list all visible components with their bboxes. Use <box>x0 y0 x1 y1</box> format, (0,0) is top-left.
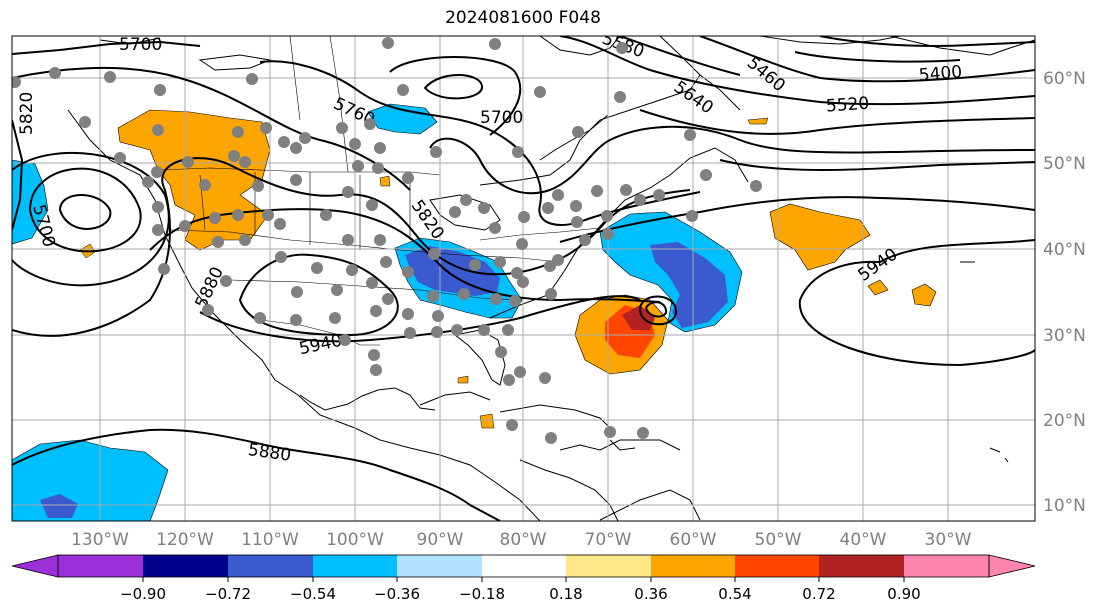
colorbar-segment <box>819 555 904 577</box>
anomaly-shading <box>12 103 937 521</box>
colorbar-high-extension <box>988 554 1036 578</box>
colorbar-segment <box>482 555 566 577</box>
longitude-label: 100°W <box>326 530 384 550</box>
longitude-label: 120°W <box>156 530 214 550</box>
contour-label: 5700 <box>480 108 523 128</box>
latitude-label: 10°N <box>1043 496 1086 516</box>
longitude-label: 80°W <box>500 530 547 550</box>
colorbar-segment <box>566 555 651 577</box>
negative-anomaly-area <box>40 494 78 518</box>
latitude-label: 50°N <box>1043 154 1086 174</box>
colorbar-tick-label: 0.36 <box>634 585 667 603</box>
colorbar-segment <box>143 555 228 577</box>
positive-anomaly-area <box>747 117 769 125</box>
colorbar-tick-label: −0.36 <box>374 585 420 603</box>
positive-anomaly-area <box>911 283 937 307</box>
positive-anomaly-area <box>867 279 889 296</box>
longitude-label: 30°W <box>925 530 972 550</box>
negative-anomaly-area <box>405 246 500 296</box>
colorbar-tick-label: 0.72 <box>802 585 835 603</box>
negative-anomaly-area <box>12 439 169 521</box>
map-title: 2024081600 F048 <box>445 8 601 28</box>
longitude-label: 40°W <box>840 530 887 550</box>
longitude-label: 130°W <box>71 530 129 550</box>
contour-label: 5400 <box>918 62 963 86</box>
positive-anomaly-area <box>379 175 391 187</box>
negative-anomaly-area <box>650 242 728 328</box>
colorbar-segment <box>904 555 989 577</box>
latitude-label: 40°N <box>1043 240 1086 260</box>
longitude-label: 90°W <box>417 530 464 550</box>
colorbar-tick-label: −0.72 <box>205 585 251 603</box>
colorbar-tick-label: −0.18 <box>459 585 505 603</box>
colorbar-tick-label: 0.18 <box>549 585 582 603</box>
contour-label: 5700 <box>119 35 162 55</box>
colorbar-segment <box>735 555 819 577</box>
colorbar-segment <box>651 555 735 577</box>
longitude-label: 70°W <box>585 530 632 550</box>
latitude-label: 30°N <box>1043 326 1086 346</box>
latitude-axis: 60°N 50°N 40°N 30°N 20°N 10°N <box>1043 69 1086 516</box>
positive-anomaly-area <box>479 413 495 429</box>
map-frame <box>11 35 1036 522</box>
positive-anomaly-area <box>769 203 871 271</box>
latitude-label: 20°N <box>1043 411 1086 431</box>
contour-label: 5520 <box>825 94 870 117</box>
negative-anomaly-area <box>367 103 438 135</box>
colorbar-tick-label: −0.54 <box>290 585 336 603</box>
height-contours <box>12 36 1035 521</box>
colorbar-low-extension <box>11 554 59 578</box>
contour-label: 5820 <box>17 92 37 135</box>
colorbar-segment <box>228 555 313 577</box>
longitude-label: 60°W <box>670 530 717 550</box>
colorbar-segment <box>313 555 397 577</box>
longitude-label: 50°W <box>755 530 802 550</box>
colorbar-tick-label: 0.54 <box>718 585 751 603</box>
colorbar-tick-label: 0.90 <box>887 585 920 603</box>
latitude-label: 60°N <box>1043 69 1086 89</box>
station-markers <box>12 37 762 444</box>
longitude-axis: 130°W 120°W 110°W 100°W 90°W 80°W 70°W 6… <box>71 530 972 550</box>
colorbar: −0.90 −0.72 −0.54 −0.36 −0.18 0.18 0.36 … <box>11 554 1036 603</box>
positive-anomaly-area <box>457 375 469 384</box>
colorbar-segment <box>58 555 143 577</box>
colorbar-tick-label: −0.90 <box>120 585 166 603</box>
colorbar-segment <box>397 555 482 577</box>
longitude-label: 110°W <box>241 530 299 550</box>
